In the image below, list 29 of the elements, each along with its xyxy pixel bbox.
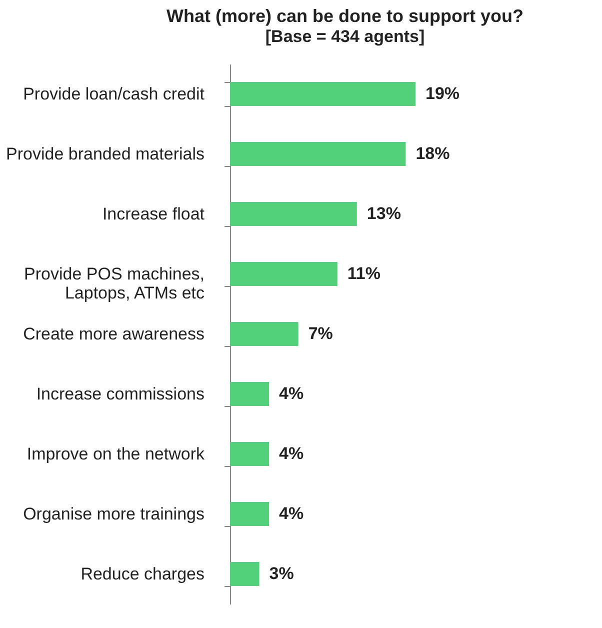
data-label: 3%	[269, 564, 294, 583]
data-label: 18%	[416, 144, 450, 163]
y-tick-label: Provide branded materials	[6, 144, 204, 164]
chart-title: What (more) can be done to support you?	[166, 6, 524, 26]
y-tick-label: Reduce charges	[80, 564, 204, 584]
bar	[230, 322, 298, 346]
bar	[230, 382, 270, 406]
bar	[230, 262, 338, 286]
data-label: 19%	[425, 84, 460, 103]
data-label: 7%	[308, 324, 333, 343]
bar	[230, 202, 357, 226]
y-tick-label: Increase commissions	[36, 384, 204, 404]
data-label: 4%	[279, 384, 304, 403]
data-label: 4%	[279, 504, 304, 523]
data-label: 4%	[279, 444, 304, 463]
data-label: 11%	[347, 264, 380, 283]
y-tick-label: Create more awareness	[23, 324, 204, 344]
y-tick-label: Improve on the network	[26, 444, 205, 464]
bar	[230, 442, 270, 466]
y-tick-label: Provide POS machines, Laptops, ATMs etc	[24, 264, 205, 302]
bar	[230, 562, 260, 586]
bar	[230, 142, 406, 166]
y-tick-label: Increase float	[102, 204, 205, 224]
bar	[230, 82, 416, 106]
chart-subtitle: [Base = 434 agents]	[265, 27, 425, 46]
data-label: 13%	[366, 204, 401, 223]
y-tick-label: Provide loan/cash credit	[23, 84, 205, 104]
bar	[230, 502, 270, 526]
y-tick-label: Organise more trainings	[23, 504, 204, 524]
